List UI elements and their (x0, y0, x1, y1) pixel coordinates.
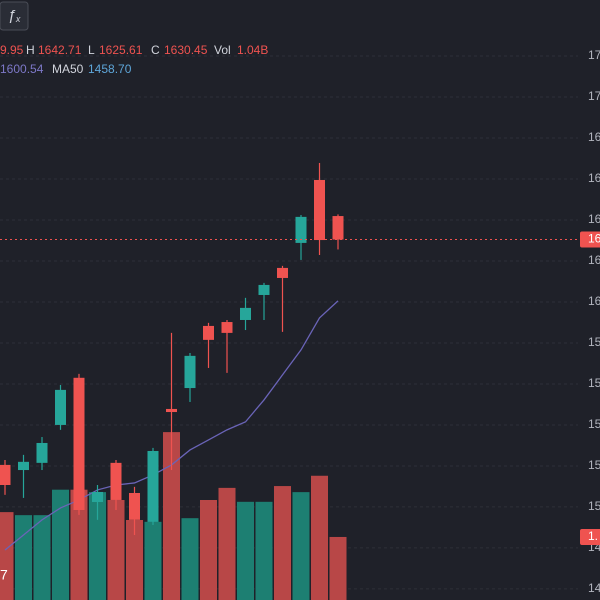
candle-body (203, 325, 214, 340)
volume-bar (33, 515, 51, 600)
y-tick-label: 15 (588, 335, 600, 349)
volume-bar (107, 500, 125, 600)
volume-bar (144, 521, 162, 600)
volume-bar (52, 489, 69, 600)
y-tick-label: 15 (588, 376, 600, 390)
candle-body (166, 408, 177, 413)
candle-body (147, 450, 159, 522)
candle-body (184, 355, 196, 389)
candle-body (332, 216, 344, 240)
candle-body (55, 389, 66, 425)
volume-bar (181, 518, 199, 600)
legend-open: 9.95 (0, 43, 24, 57)
volume-bar (274, 486, 291, 600)
candle-body (129, 492, 140, 520)
volume-bar (15, 515, 32, 600)
volume-bar (311, 475, 328, 600)
volume-bar (292, 492, 310, 600)
y-tick-label: 16 (588, 253, 600, 267)
legend-low-label: L (88, 43, 95, 57)
legend-volume-label: Vol (214, 43, 231, 57)
candle-body (36, 442, 48, 463)
y-tick-label: 17 (588, 48, 600, 62)
volume-bar (255, 501, 273, 600)
candle-body (110, 462, 122, 500)
volume-bars (0, 432, 347, 600)
volume-bar (70, 489, 88, 600)
last-volume-box (580, 528, 600, 545)
candle-body (0, 464, 11, 486)
volume-bar (329, 536, 347, 600)
legend-high-label: H (26, 43, 35, 57)
y-tick-label: 15 (588, 499, 600, 513)
candle-body (314, 179, 325, 241)
volume-bar (200, 500, 217, 600)
volume-bar (218, 487, 236, 600)
candle-body (221, 322, 233, 333)
candle-body (295, 216, 307, 243)
legend-volume: 1.04B (237, 43, 268, 57)
volume-bar (163, 432, 180, 600)
y-tick-label: 14 (588, 581, 600, 595)
y-tick-label: 15 (588, 458, 600, 472)
legend-high: 1642.71 (38, 43, 82, 57)
ma50-label: MA50 (52, 62, 84, 76)
volume-bar (89, 492, 106, 600)
last-price-label: 16 (588, 232, 600, 246)
y-tick-label: 16 (588, 212, 600, 226)
legend-close-label: C (151, 43, 160, 57)
ma50-value: 1458.70 (88, 62, 132, 76)
y-tick-label: 17 (588, 89, 600, 103)
y-tick-label: 16 (588, 294, 600, 308)
candle-body (240, 307, 251, 320)
candle-body (92, 491, 103, 503)
volume-bar (237, 501, 254, 600)
volume-bar (126, 520, 143, 600)
volume-bar (0, 512, 14, 600)
bottom-left-text: 7 (0, 567, 8, 583)
formula-button[interactable] (0, 1, 29, 31)
last-volume-label: 1. (588, 529, 598, 543)
candles (0, 162, 580, 551)
y-tick-label: 16 (588, 171, 600, 185)
candle-body (18, 461, 29, 471)
legend-close: 1630.45 (164, 43, 208, 57)
ma20-value: 1600.54 (0, 62, 44, 76)
candle-body (277, 267, 288, 278)
candle-body (258, 284, 270, 295)
y-tick-label: 15 (588, 417, 600, 431)
candle-body (73, 377, 85, 511)
y-tick-label: 16 (588, 130, 600, 144)
legend-low: 1625.61 (99, 43, 143, 57)
last-price-box (580, 231, 600, 248)
